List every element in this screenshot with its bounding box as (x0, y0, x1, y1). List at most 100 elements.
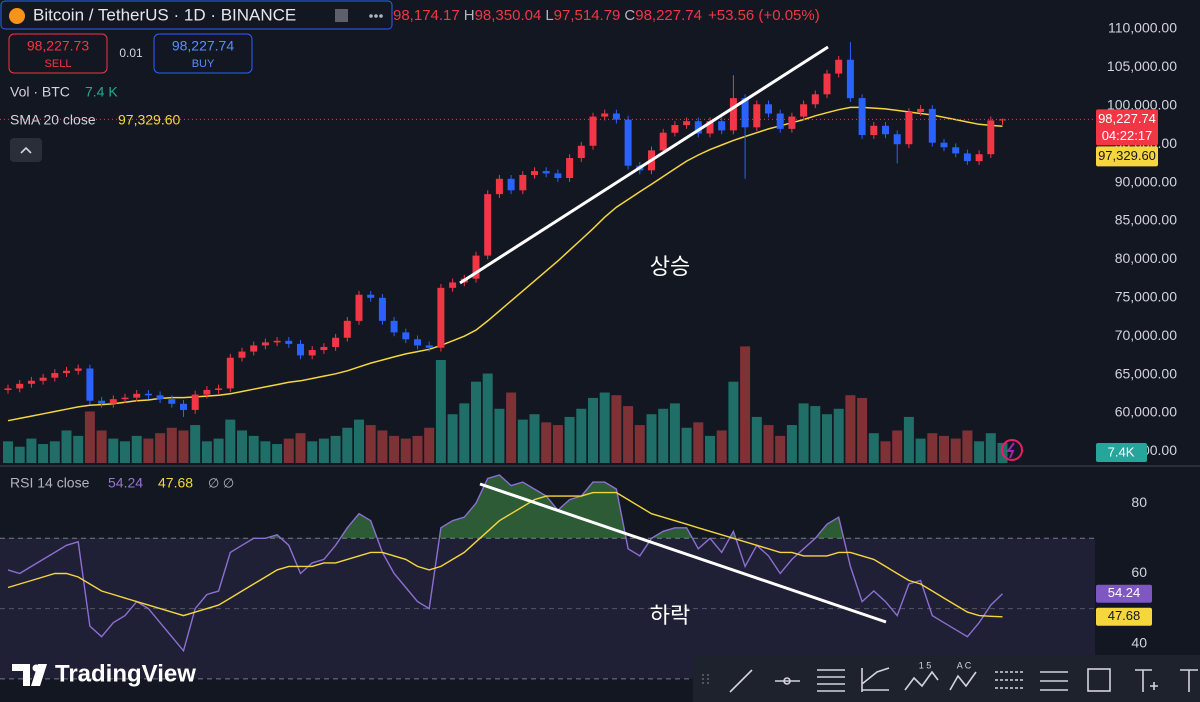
volume-bar (295, 433, 306, 463)
buy-button[interactable] (153, 33, 253, 74)
candle-body (39, 377, 47, 381)
rsi-tick-label: 60 (1131, 564, 1147, 580)
candle-body (741, 98, 749, 128)
candle-body (905, 111, 913, 145)
volume-bar (84, 411, 95, 463)
icon-part (379, 14, 383, 18)
candle-body (671, 125, 679, 133)
y-tick-label: 105,000.00 (1107, 58, 1177, 74)
volume-bar (939, 435, 949, 463)
candle-body (250, 345, 258, 352)
quantity[interactable]: 0.01 (119, 46, 143, 60)
candle-body (519, 174, 527, 191)
toolbar (693, 655, 1200, 702)
tool-text[interactable] (1180, 669, 1198, 692)
alert-icon[interactable] (1001, 439, 1023, 461)
volume-bar (237, 430, 247, 463)
tool-text-add[interactable] (1135, 669, 1158, 692)
volume-bar (178, 430, 189, 463)
volume-bar (131, 435, 142, 463)
y-tick-label: 100,000.00 (1107, 97, 1177, 113)
candle-body (51, 373, 59, 378)
candle-body (308, 350, 316, 356)
tool-pattern[interactable] (949, 671, 977, 691)
candle-body (168, 399, 176, 404)
volume-bar (14, 446, 25, 463)
volume-bar (506, 392, 517, 463)
tool-fib[interactable] (904, 670, 939, 691)
tool-trendline[interactable] (729, 669, 753, 693)
volume-bar (751, 416, 762, 463)
volume-bar (517, 419, 528, 463)
more-icon[interactable] (369, 14, 383, 18)
candle-body (507, 178, 515, 191)
price-tag-countdown: 04:22:17 (1102, 128, 1153, 143)
volume-bar (260, 441, 271, 463)
candle-body (776, 113, 784, 129)
volume-tag (1096, 443, 1147, 462)
annotation-down: 하락 (650, 603, 690, 628)
sell-button[interactable] (8, 33, 108, 74)
sell-price: 98,227.73 (27, 38, 89, 54)
volume-bar (365, 425, 376, 463)
candle-body (414, 339, 421, 346)
candle-body (952, 147, 960, 154)
close-letter: C (624, 7, 635, 24)
sma-legend: SMA 20 close (10, 112, 96, 128)
volume-bar (272, 444, 283, 463)
flag-icon[interactable] (335, 9, 348, 22)
tool-prediction[interactable] (1040, 671, 1068, 691)
volume-bar (775, 435, 786, 463)
candle-body (144, 393, 152, 396)
volume-bar (763, 425, 774, 463)
volume-bar (740, 346, 751, 463)
candle-body (4, 388, 12, 390)
low-value: 97,514.79 (554, 7, 621, 24)
rsi-line (7, 474, 1003, 653)
volume-bar (974, 441, 985, 463)
volume-bar (950, 438, 961, 463)
volume-bar (435, 359, 446, 463)
tool-projection[interactable] (995, 671, 1025, 689)
volume-bar (166, 427, 177, 463)
trend-line-up[interactable] (459, 45, 829, 285)
volume-bar (822, 414, 832, 463)
volume-bar (693, 422, 704, 463)
candle-body (601, 113, 609, 117)
volume-bar (564, 416, 575, 463)
candle-body (788, 116, 796, 129)
trend-line-down[interactable] (479, 482, 887, 624)
open-value: 98,174.17 (393, 7, 460, 24)
y-tick-label: 80,000.00 (1115, 250, 1177, 266)
candle-body (531, 171, 538, 175)
collapse-button[interactable] (10, 138, 42, 162)
y-tick-label: 75,000.00 (1115, 289, 1177, 305)
candle-body (285, 340, 293, 344)
candle-body (940, 142, 948, 148)
volume-bar (318, 438, 329, 463)
tool-horizontal[interactable] (775, 677, 800, 685)
volume-bar (459, 403, 470, 463)
candle-body (589, 116, 597, 146)
volume-bar (213, 438, 224, 463)
volume-bar (658, 408, 669, 463)
volume-bar (798, 403, 809, 463)
overbought-fill (8, 475, 1003, 539)
candle-body (718, 121, 726, 131)
tool-pitchfork[interactable] (861, 667, 890, 692)
y-tick-label: 65,000.00 (1115, 365, 1177, 381)
y-tick-label: 85,000.00 (1115, 212, 1177, 228)
icon-part (369, 14, 373, 18)
candle-body (542, 171, 550, 174)
toolbar-handle[interactable] (702, 674, 709, 686)
candle-body (917, 108, 925, 112)
y-tick-label: 60,000.00 (1115, 404, 1177, 420)
coin-icon (9, 8, 25, 24)
candle-body (811, 94, 819, 105)
tool-parallel[interactable] (817, 669, 845, 692)
symbol-box[interactable] (0, 0, 393, 30)
tool-shape[interactable] (1087, 668, 1111, 692)
